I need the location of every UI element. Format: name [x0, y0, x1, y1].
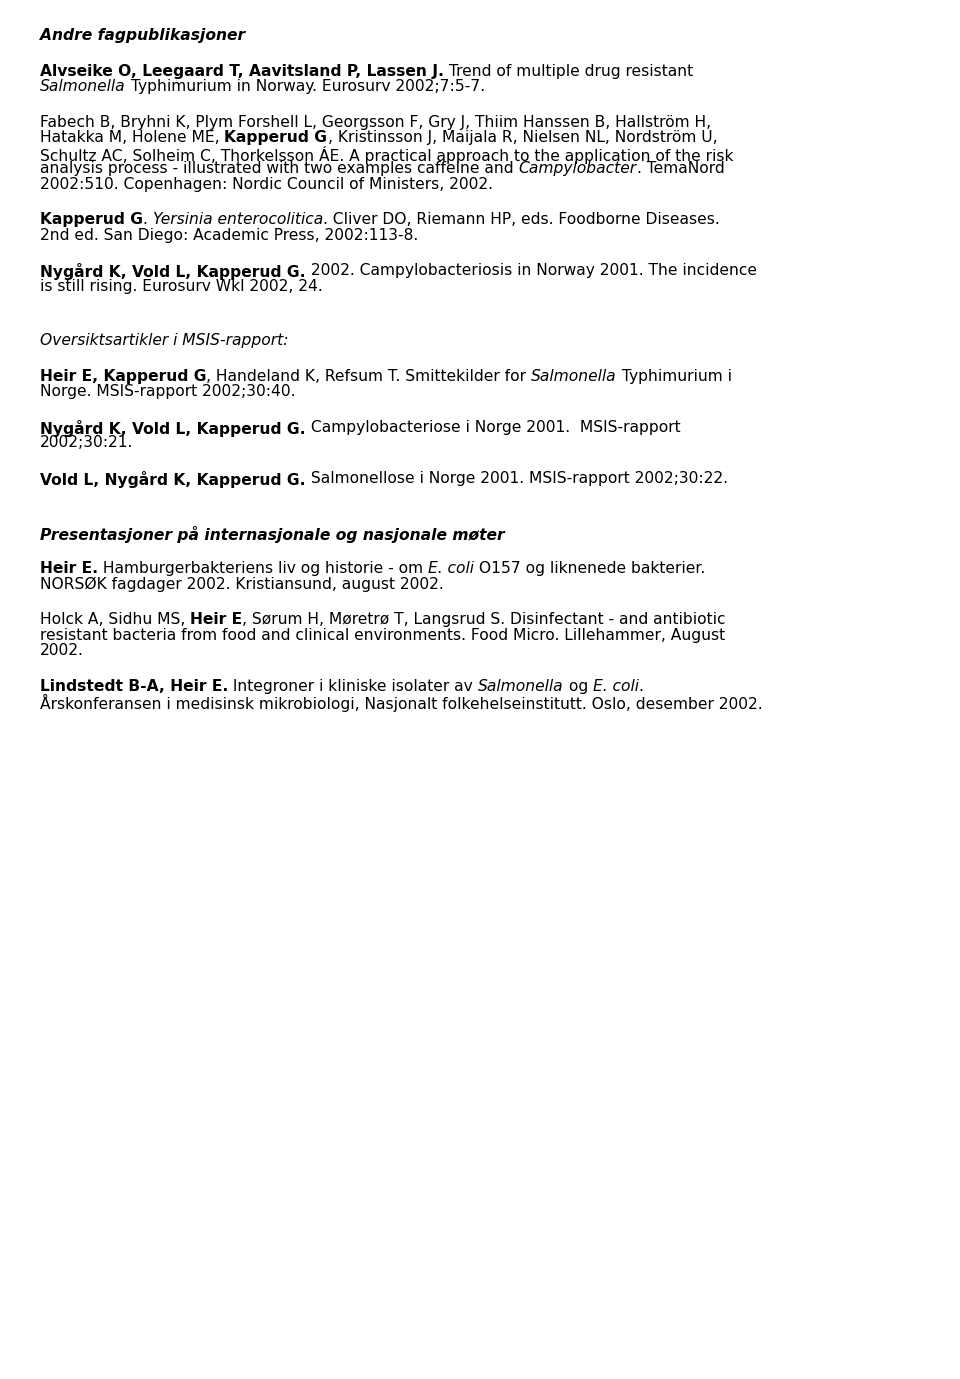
Text: resistant bacteria from food and clinical environments. Food Micro. Lillehammer,: resistant bacteria from food and clinica…	[40, 627, 725, 643]
Text: Typhimurium in Norway. Eurosurv 2002;7:5-7.: Typhimurium in Norway. Eurosurv 2002;7:5…	[126, 79, 485, 94]
Text: Typhimurium i: Typhimurium i	[617, 370, 732, 383]
Text: Salmonella: Salmonella	[40, 79, 126, 94]
Text: E. coli: E. coli	[428, 561, 474, 576]
Text: , Sørum H, Møretrø T, Langsrud S. Disinfectant - and antibiotic: , Sørum H, Møretrø T, Langsrud S. Disinf…	[242, 612, 726, 627]
Text: Campylobacter: Campylobacter	[518, 161, 636, 177]
Text: is still rising. Eurosurv Wkl 2002, 24.: is still rising. Eurosurv Wkl 2002, 24.	[40, 279, 323, 294]
Text: Andre fagpublikasjoner: Andre fagpublikasjoner	[40, 28, 245, 43]
Text: Fabech B, Bryhni K, Plym Forshell L, Georgsson F, Gry J, Thiim Hanssen B, Hallst: Fabech B, Bryhni K, Plym Forshell L, Geo…	[40, 114, 711, 130]
Text: 2nd ed. San Diego: Academic Press, 2002:113-8.: 2nd ed. San Diego: Academic Press, 2002:…	[40, 228, 419, 243]
Text: 2002. Campylobacteriosis in Norway 2001. The incidence: 2002. Campylobacteriosis in Norway 2001.…	[305, 263, 756, 279]
Text: .: .	[143, 212, 153, 228]
Text: E. coli: E. coli	[592, 678, 638, 694]
Text: Salmonella: Salmonella	[532, 370, 617, 383]
Text: analysis process - illustrated with two examples caffeine and: analysis process - illustrated with two …	[40, 161, 518, 177]
Text: Yersinia enterocolitica: Yersinia enterocolitica	[153, 212, 323, 228]
Text: Heir E.: Heir E.	[40, 561, 98, 576]
Text: Nygård K, Vold L, Kapperud G.: Nygård K, Vold L, Kapperud G.	[40, 263, 305, 280]
Text: Trend of multiple drug resistant: Trend of multiple drug resistant	[444, 63, 693, 79]
Text: , Kristinsson J, Maijala R, Nielsen NL, Nordström U,: , Kristinsson J, Maijala R, Nielsen NL, …	[327, 130, 717, 145]
Text: 2002.: 2002.	[40, 644, 84, 658]
Text: Lindstedt B-A, Heir E.: Lindstedt B-A, Heir E.	[40, 678, 228, 694]
Text: Heir E: Heir E	[190, 612, 242, 627]
Text: Heir E, Kapperud G: Heir E, Kapperud G	[40, 370, 206, 383]
Text: Campylobacteriose i Norge 2001.  MSIS-rapport: Campylobacteriose i Norge 2001. MSIS-rap…	[305, 421, 681, 434]
Text: .: .	[638, 678, 643, 694]
Text: . TemaNord: . TemaNord	[636, 161, 725, 177]
Text: Salmonellose i Norge 2001. MSIS-rapport 2002;30:22.: Salmonellose i Norge 2001. MSIS-rapport …	[305, 472, 728, 485]
Text: . Cliver DO, Riemann HP, eds. Foodborne Diseases.: . Cliver DO, Riemann HP, eds. Foodborne …	[323, 212, 720, 228]
Text: Årskonferansen i medisinsk mikrobiologi, Nasjonalt folkehelseinstitutt. Oslo, de: Årskonferansen i medisinsk mikrobiologi,…	[40, 695, 762, 713]
Text: Hamburgerbakteriens liv og historie - om: Hamburgerbakteriens liv og historie - om	[98, 561, 428, 576]
Text: 2002;30:21.: 2002;30:21.	[40, 436, 133, 451]
Text: O157 og liknenede bakterier.: O157 og liknenede bakterier.	[474, 561, 706, 576]
Text: Integroner i kliniske isolater av: Integroner i kliniske isolater av	[228, 678, 478, 694]
Text: Salmonella: Salmonella	[478, 678, 564, 694]
Text: Oversiktsartikler i MSIS-rapport:: Oversiktsartikler i MSIS-rapport:	[40, 334, 289, 349]
Text: Kapperud G: Kapperud G	[225, 130, 327, 145]
Text: Nygård K, Vold L, Kapperud G.: Nygård K, Vold L, Kapperud G.	[40, 421, 305, 437]
Text: Schultz AC, Solheim C, Thorkelsson ÁE. A practical approach to the application o: Schultz AC, Solheim C, Thorkelsson ÁE. A…	[40, 146, 733, 164]
Text: Norge. MSIS-rapport 2002;30:40.: Norge. MSIS-rapport 2002;30:40.	[40, 385, 296, 400]
Text: og: og	[564, 678, 592, 694]
Text: NORSØK fagdager 2002. Kristiansund, august 2002.: NORSØK fagdager 2002. Kristiansund, augu…	[40, 576, 444, 592]
Text: Holck A, Sidhu MS,: Holck A, Sidhu MS,	[40, 612, 190, 627]
Text: Vold L, Nygård K, Kapperud G.: Vold L, Nygård K, Kapperud G.	[40, 472, 305, 488]
Text: Hatakka M, Holene ME,: Hatakka M, Holene ME,	[40, 130, 225, 145]
Text: 2002:510. Copenhagen: Nordic Council of Ministers, 2002.: 2002:510. Copenhagen: Nordic Council of …	[40, 177, 493, 192]
Text: , Handeland K, Refsum T. Smittekilder for: , Handeland K, Refsum T. Smittekilder fo…	[206, 370, 532, 383]
Text: Alvseike O, Leegaard T, Aavitsland P, Lassen J.: Alvseike O, Leegaard T, Aavitsland P, La…	[40, 63, 444, 79]
Text: Kapperud G: Kapperud G	[40, 212, 143, 228]
Text: Presentasjoner på internasjonale og nasjonale møter: Presentasjoner på internasjonale og nasj…	[40, 525, 505, 543]
